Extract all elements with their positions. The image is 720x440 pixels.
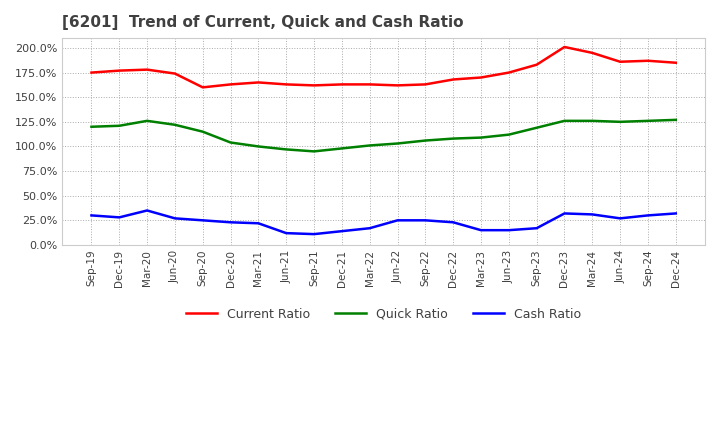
Quick Ratio [171,122,179,128]
Quick Ratio [115,123,124,128]
Cash Ratio [115,215,124,220]
Cash Ratio [505,227,513,233]
Cash Ratio [282,231,291,236]
Cash Ratio [365,226,374,231]
Cash Ratio [254,220,263,226]
Current Ratio [310,83,318,88]
Current Ratio [644,58,652,63]
Quick Ratio [560,118,569,124]
Cash Ratio [199,218,207,223]
Quick Ratio [588,118,597,124]
Current Ratio [226,82,235,87]
Quick Ratio [477,135,485,140]
Cash Ratio [588,212,597,217]
Current Ratio [87,70,96,75]
Cash Ratio [143,208,151,213]
Quick Ratio [672,117,680,122]
Quick Ratio [310,149,318,154]
Quick Ratio [393,141,402,146]
Current Ratio [282,82,291,87]
Current Ratio [199,85,207,90]
Text: [6201]  Trend of Current, Quick and Cash Ratio: [6201] Trend of Current, Quick and Cash … [62,15,464,30]
Current Ratio [616,59,624,64]
Cash Ratio [87,213,96,218]
Cash Ratio [421,218,430,223]
Quick Ratio [505,132,513,137]
Cash Ratio [338,228,346,234]
Cash Ratio [644,213,652,218]
Legend: Current Ratio, Quick Ratio, Cash Ratio: Current Ratio, Quick Ratio, Cash Ratio [181,303,587,326]
Quick Ratio [199,129,207,134]
Quick Ratio [365,143,374,148]
Quick Ratio [421,138,430,143]
Quick Ratio [449,136,457,141]
Current Ratio [254,80,263,85]
Current Ratio [143,67,151,72]
Quick Ratio [532,125,541,130]
Quick Ratio [338,146,346,151]
Cash Ratio [171,216,179,221]
Cash Ratio [532,226,541,231]
Cash Ratio [672,211,680,216]
Current Ratio [338,82,346,87]
Quick Ratio [87,124,96,129]
Quick Ratio [226,140,235,145]
Line: Cash Ratio: Cash Ratio [91,210,676,234]
Cash Ratio [310,231,318,237]
Current Ratio [393,83,402,88]
Current Ratio [115,68,124,73]
Cash Ratio [560,211,569,216]
Current Ratio [171,71,179,76]
Current Ratio [560,44,569,50]
Current Ratio [421,82,430,87]
Cash Ratio [393,218,402,223]
Quick Ratio [644,118,652,124]
Cash Ratio [449,220,457,225]
Current Ratio [588,50,597,55]
Current Ratio [532,62,541,67]
Current Ratio [477,75,485,80]
Quick Ratio [143,118,151,124]
Current Ratio [505,70,513,75]
Quick Ratio [616,119,624,125]
Cash Ratio [226,220,235,225]
Cash Ratio [477,227,485,233]
Quick Ratio [282,147,291,152]
Line: Quick Ratio: Quick Ratio [91,120,676,151]
Current Ratio [449,77,457,82]
Cash Ratio [616,216,624,221]
Current Ratio [365,82,374,87]
Line: Current Ratio: Current Ratio [91,47,676,88]
Quick Ratio [254,144,263,149]
Current Ratio [672,60,680,66]
